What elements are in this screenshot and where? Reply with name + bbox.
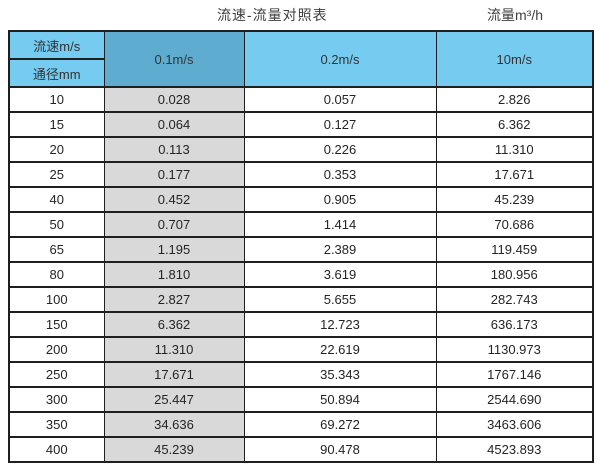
flow-value-cell: 0.177 <box>103 161 245 188</box>
table-row: 150 6.362 12.723 636.173 <box>8 311 594 338</box>
flow-value-cell: 2.826 <box>435 86 594 113</box>
flow-value-cell: 0.905 <box>243 186 437 213</box>
table-row: 250 17.671 35.343 1767.146 <box>8 361 594 388</box>
flow-value-cell: 45.239 <box>435 186 594 213</box>
flow-value-cell: 22.619 <box>243 336 437 363</box>
header-diameter-label: 通径mm <box>8 58 105 88</box>
header-col-0-2ms: 0.2m/s <box>243 30 437 88</box>
table-row: 100 2.827 5.655 282.743 <box>8 286 594 313</box>
diameter-cell: 10 <box>8 86 105 113</box>
flow-value-cell: 90.478 <box>243 436 437 463</box>
diameter-cell: 50 <box>8 211 105 238</box>
flow-value-cell: 6.362 <box>103 311 245 338</box>
flow-value-cell: 0.353 <box>243 161 437 188</box>
flow-value-cell: 35.343 <box>243 361 437 388</box>
table-row: 80 1.810 3.619 180.956 <box>8 261 594 288</box>
table-caption: 流速-流量对照表 <box>217 7 328 23</box>
flow-value-cell: 1.810 <box>103 261 245 288</box>
flow-value-cell: 636.173 <box>435 311 594 338</box>
caption-row: 流速-流量对照表 流量m³/h <box>0 0 600 30</box>
flow-value-cell: 0.452 <box>103 186 245 213</box>
header-col-0-1ms: 0.1m/s <box>103 30 245 88</box>
flow-value-cell: 180.956 <box>435 261 594 288</box>
flow-value-cell: 1130.973 <box>435 336 594 363</box>
flow-rate-table: 流速m/s 0.1m/s 0.2m/s 10m/s 通径mm 10 0.028 0.… <box>8 30 594 463</box>
header-row-top: 流速m/s 0.1m/s 0.2m/s 10m/s <box>8 30 594 88</box>
flow-value-cell: 0.127 <box>243 111 437 138</box>
table-row: 10 0.028 0.057 2.826 <box>8 86 594 113</box>
flow-value-cell: 6.362 <box>435 111 594 138</box>
table-row: 25 0.177 0.353 17.671 <box>8 161 594 188</box>
flow-value-cell: 34.636 <box>103 411 245 438</box>
table-row: 65 1.195 2.389 119.459 <box>8 236 594 263</box>
diameter-cell: 40 <box>8 186 105 213</box>
diameter-cell: 100 <box>8 286 105 313</box>
table-row: 15 0.064 0.127 6.362 <box>8 111 594 138</box>
header-row-bottom: 通径mm <box>8 58 593 88</box>
header-col-10ms: 10m/s <box>435 30 594 88</box>
diameter-cell: 300 <box>8 386 105 413</box>
diameter-cell: 65 <box>8 236 105 263</box>
flow-unit-caption: 流量m³/h <box>487 7 543 23</box>
flow-value-cell: 50.894 <box>243 386 437 413</box>
flow-value-cell: 1767.146 <box>435 361 594 388</box>
diameter-cell: 200 <box>8 336 105 363</box>
table-body: 10 0.028 0.057 2.826 15 0.064 0.127 6.362 20 0.11… <box>8 86 594 463</box>
table-row: 50 0.707 1.414 70.686 <box>8 211 594 238</box>
flow-value-cell: 2.389 <box>243 236 437 263</box>
flow-value-cell: 0.064 <box>103 111 245 138</box>
table-row: 400 45.239 90.478 4523.893 <box>8 436 594 463</box>
diameter-cell: 350 <box>8 411 105 438</box>
flow-value-cell: 17.671 <box>103 361 245 388</box>
flow-value-cell: 1.414 <box>243 211 437 238</box>
table-row: 300 25.447 50.894 2544.690 <box>8 386 594 413</box>
table-row: 200 11.310 22.619 1130.973 <box>8 336 594 363</box>
flow-value-cell: 2544.690 <box>435 386 594 413</box>
flow-value-cell: 0.113 <box>103 136 245 163</box>
flow-value-cell: 1.195 <box>103 236 245 263</box>
diameter-cell: 400 <box>8 436 105 463</box>
flow-value-cell: 0.057 <box>243 86 437 113</box>
flow-value-cell: 45.239 <box>103 436 245 463</box>
flow-value-cell: 11.310 <box>103 336 245 363</box>
flow-value-cell: 25.447 <box>103 386 245 413</box>
flow-value-cell: 12.723 <box>243 311 437 338</box>
flow-value-cell: 119.459 <box>435 236 594 263</box>
flow-value-cell: 2.827 <box>103 286 245 313</box>
flow-value-cell: 282.743 <box>435 286 594 313</box>
diameter-cell: 15 <box>8 111 105 138</box>
flow-value-cell: 0.028 <box>103 86 245 113</box>
flow-value-cell: 4523.893 <box>435 436 594 463</box>
table-row: 40 0.452 0.905 45.239 <box>8 186 594 213</box>
flow-value-cell: 0.707 <box>103 211 245 238</box>
flow-value-cell: 69.272 <box>243 411 437 438</box>
flow-value-cell: 17.671 <box>435 161 594 188</box>
flow-value-cell: 5.655 <box>243 286 437 313</box>
diameter-cell: 250 <box>8 361 105 388</box>
diameter-cell: 150 <box>8 311 105 338</box>
diameter-cell: 25 <box>8 161 105 188</box>
table-header: 流速m/s 0.1m/s 0.2m/s 10m/s 通径mm <box>8 30 594 88</box>
flow-value-cell: 3463.606 <box>435 411 594 438</box>
flow-value-cell: 3.619 <box>243 261 437 288</box>
diameter-cell: 80 <box>8 261 105 288</box>
header-velocity-label: 流速m/s <box>8 30 105 60</box>
table-row: 20 0.113 0.226 11.310 <box>8 136 594 163</box>
table-row: 350 34.636 69.272 3463.606 <box>8 411 594 438</box>
diameter-cell: 20 <box>8 136 105 163</box>
flow-value-cell: 70.686 <box>435 211 594 238</box>
flow-value-cell: 11.310 <box>435 136 594 163</box>
flow-value-cell: 0.226 <box>243 136 437 163</box>
